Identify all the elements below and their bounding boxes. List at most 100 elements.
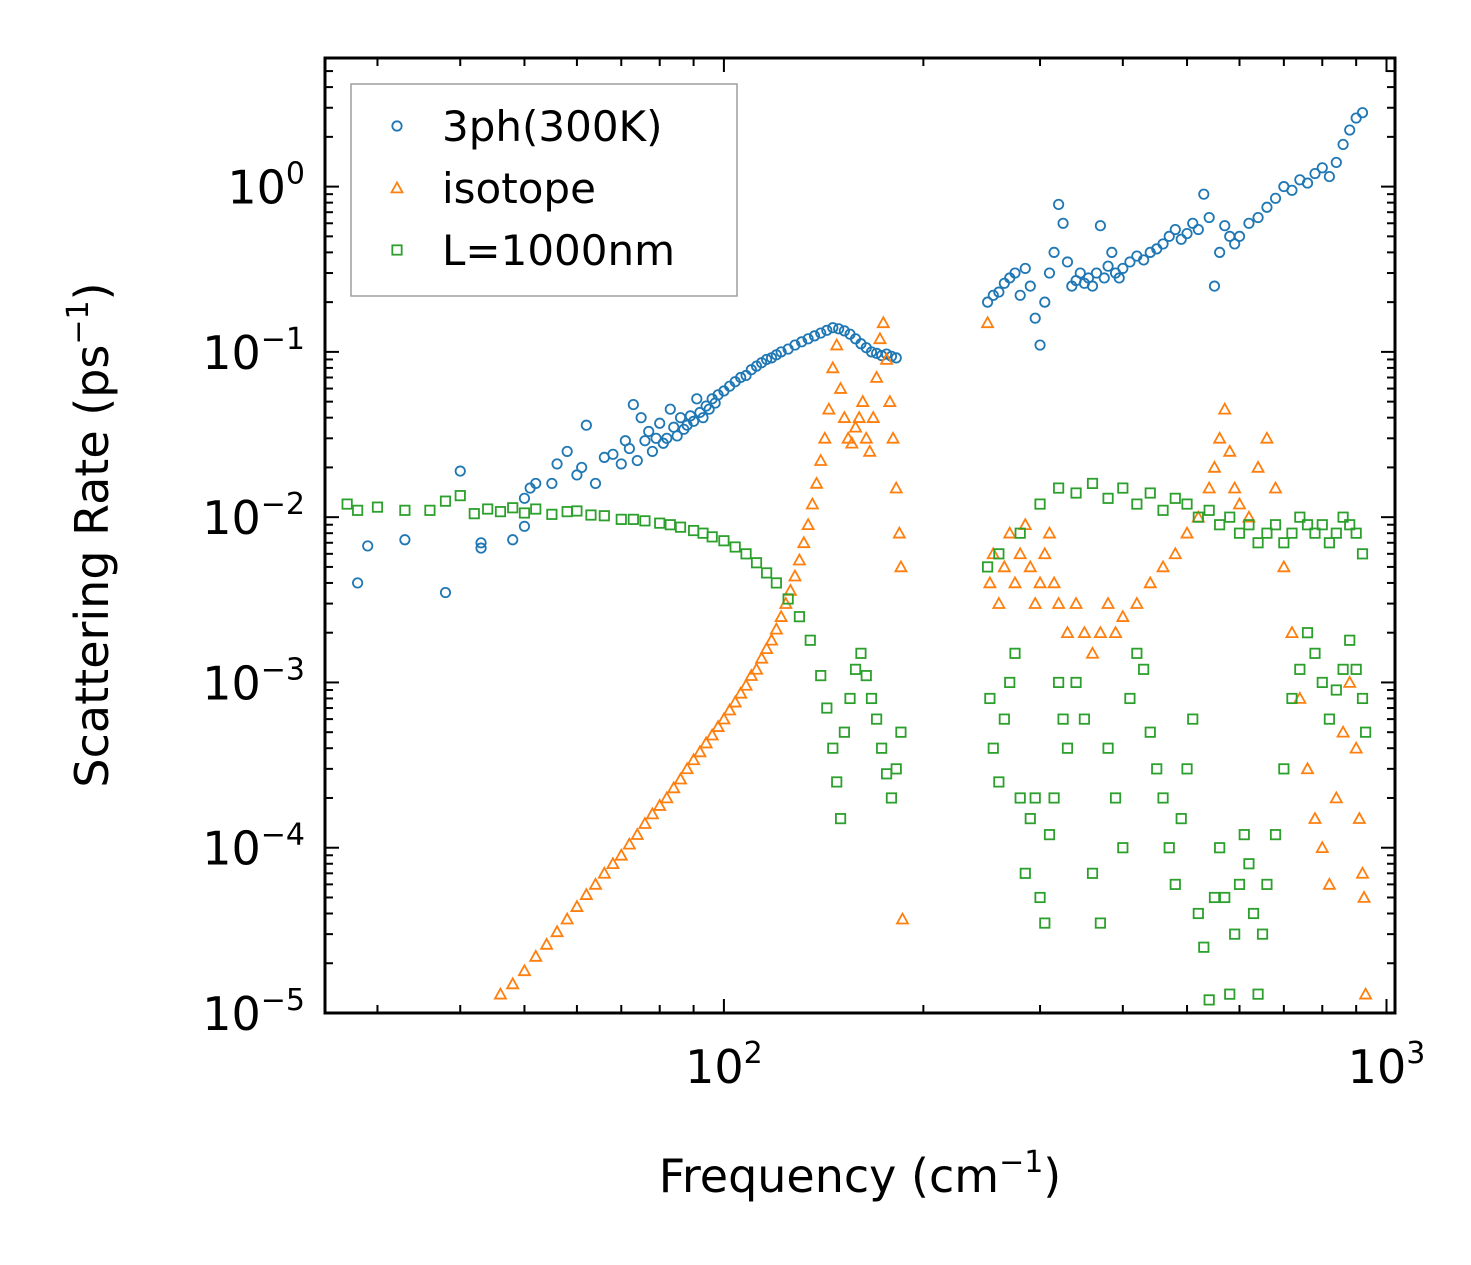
data-point: [505, 976, 520, 990]
data-point: [827, 322, 839, 334]
data-point: [885, 792, 898, 804]
data-point: [1252, 211, 1264, 224]
data-point: [1061, 742, 1074, 754]
data-point: [1090, 267, 1103, 279]
data-point: [1138, 254, 1150, 266]
data-point: [1269, 519, 1282, 531]
data-point: [1203, 504, 1215, 516]
data-point: [507, 534, 519, 546]
data-point: [1301, 177, 1314, 189]
data-point: [598, 510, 610, 522]
data-point: [1344, 634, 1356, 646]
data-point: [809, 476, 824, 489]
data-point: [1198, 188, 1210, 200]
data-point: [1117, 842, 1129, 854]
data-point: [1316, 162, 1328, 174]
data-point: [1241, 509, 1256, 523]
data-point: [1043, 829, 1056, 841]
legend-marker: [391, 244, 403, 256]
data-point: [673, 771, 688, 785]
data-point: [1247, 907, 1260, 920]
data-point: [1086, 477, 1099, 490]
data-point: [1048, 792, 1060, 804]
data-point: [1138, 663, 1150, 675]
data-point: [838, 726, 850, 738]
data-point: [1070, 676, 1082, 689]
x-axis-label-sup: −1: [999, 1145, 1043, 1180]
data-point: [576, 461, 588, 473]
data-point: [1057, 713, 1069, 725]
data-point: [614, 847, 629, 861]
data-point: [1323, 171, 1335, 183]
data-point: [1300, 761, 1315, 775]
data-point: [1261, 878, 1273, 890]
data-point: [1101, 596, 1116, 609]
data-point: [1294, 511, 1306, 523]
data-point: [1301, 519, 1314, 531]
data-point: [1286, 527, 1298, 539]
data-point: [585, 509, 597, 521]
data-point: [482, 503, 494, 515]
data-point: [729, 541, 741, 553]
plot-frame: [323, 56, 1397, 1015]
data-point: [770, 577, 782, 589]
data-point: [697, 412, 709, 424]
data-point: [1115, 609, 1130, 622]
data-point: [507, 502, 519, 514]
data-point: [1316, 676, 1328, 689]
data-point: [699, 735, 714, 749]
data-point: [1014, 792, 1026, 804]
data-point: [605, 856, 620, 870]
data-point: [684, 410, 696, 422]
data-point: [671, 430, 683, 442]
data-point: [1034, 498, 1046, 510]
data-point: [869, 370, 884, 383]
data-point: [546, 508, 558, 520]
data-point: [493, 986, 508, 1000]
data-point: [622, 836, 637, 850]
data-point: [860, 670, 872, 682]
data-point: [1181, 763, 1193, 775]
data-point: [1029, 792, 1041, 804]
data-point: [1157, 238, 1169, 250]
data-point: [1169, 223, 1181, 236]
data-point: [1093, 625, 1108, 638]
data-point: [1214, 519, 1226, 531]
data-point: [1307, 811, 1323, 824]
data-point: [1156, 559, 1171, 573]
data-point: [1144, 487, 1156, 499]
data-point: [680, 761, 695, 775]
data-point: [1047, 575, 1062, 589]
data-point: [986, 546, 1001, 560]
data-point: [890, 352, 902, 364]
data-point: [833, 323, 845, 335]
data-point: [1169, 878, 1181, 890]
series-circle: [352, 107, 1369, 599]
data-point: [528, 949, 543, 962]
x-axis-label-end: ): [1043, 1149, 1061, 1203]
data-point: [1252, 988, 1264, 1000]
data-point: [787, 568, 802, 582]
data-point: [1070, 487, 1082, 499]
data-point: [728, 694, 743, 708]
data-point: [635, 412, 647, 424]
data-point: [764, 632, 779, 646]
data-point: [1094, 917, 1106, 929]
data-point: [980, 315, 995, 329]
data-point: [1284, 625, 1299, 638]
data-point: [844, 692, 856, 705]
data-point: [761, 353, 773, 366]
data-point: [654, 417, 666, 429]
data-point: [1243, 217, 1255, 229]
data-point: [837, 410, 852, 423]
data-point: [848, 419, 863, 433]
data-point: [1352, 811, 1367, 824]
data-point: [1208, 280, 1221, 292]
data-point: [805, 496, 820, 510]
data-point: [1286, 184, 1298, 196]
data-point: [987, 742, 999, 754]
data-point: [454, 490, 466, 502]
data-point: [1286, 692, 1298, 705]
data-point: [399, 504, 411, 516]
data-point: [352, 577, 364, 589]
